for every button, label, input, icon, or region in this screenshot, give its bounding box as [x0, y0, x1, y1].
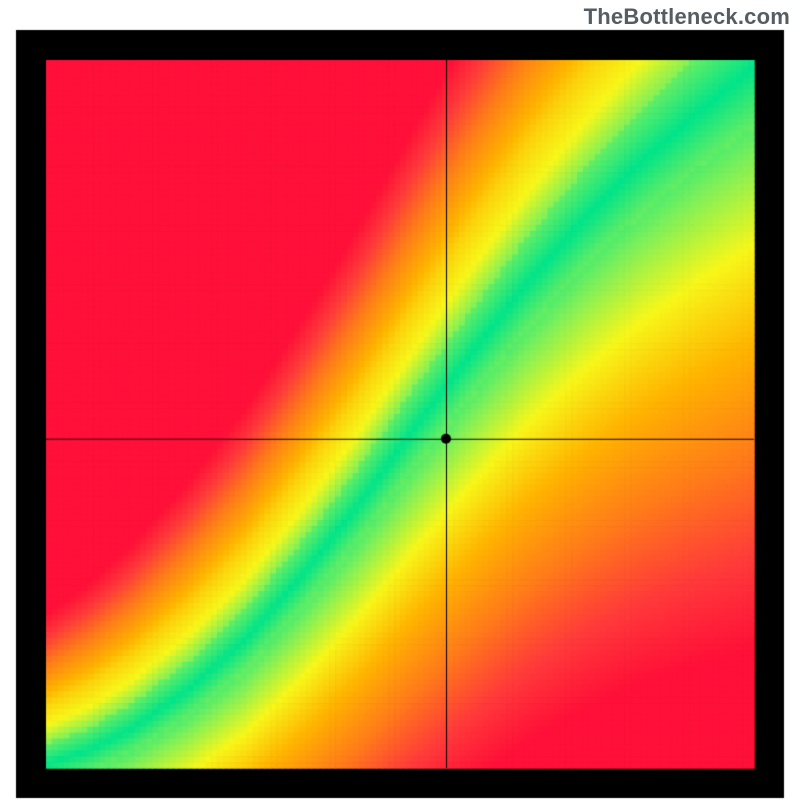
- bottleneck-heatmap: [0, 0, 800, 800]
- watermark-text: TheBottleneck.com: [584, 4, 790, 30]
- stage: TheBottleneck.com: [0, 0, 800, 800]
